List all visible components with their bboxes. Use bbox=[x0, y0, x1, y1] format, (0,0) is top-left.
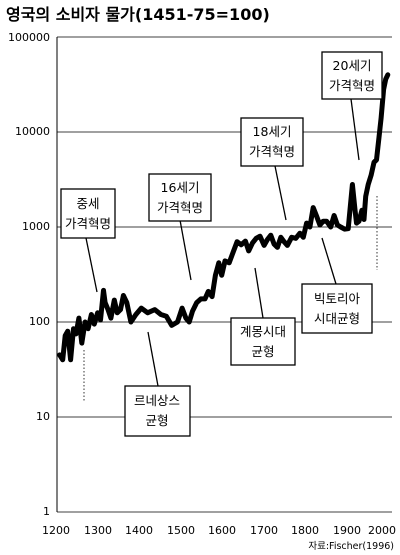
chart-source: 자료:Fischer(1996) bbox=[308, 541, 394, 552]
annotation-leaders bbox=[85, 98, 360, 387]
x-tick-label: 1400 bbox=[125, 524, 153, 537]
annotation-box bbox=[230, 317, 296, 366]
annotation-18c: 18세기 가격혁명 bbox=[240, 117, 304, 167]
annotation-box bbox=[321, 51, 383, 100]
annotation-box bbox=[301, 283, 373, 334]
annotation-text: 시대균형 bbox=[314, 311, 360, 326]
annotation-box bbox=[148, 173, 212, 222]
annotation-box bbox=[60, 188, 116, 239]
y-tick-label: 1 bbox=[43, 505, 50, 518]
annotation-renaissance: 르네상스 균형 bbox=[124, 385, 191, 437]
y-tick-label: 100000 bbox=[8, 31, 50, 44]
annotation-enlightenment: 계몽시대 균형 bbox=[230, 317, 296, 366]
x-tick-label: 1200 bbox=[42, 524, 70, 537]
leader-line bbox=[321, 237, 337, 285]
gridlines bbox=[57, 36, 392, 513]
annotation-text: 계몽시대 bbox=[240, 324, 286, 339]
x-tick-label: 1500 bbox=[167, 524, 195, 537]
x-tick-label: 1800 bbox=[291, 524, 319, 537]
annotation-20c: 20세기 가격혁명 bbox=[321, 51, 383, 100]
y-tick-label: 10 bbox=[36, 410, 50, 423]
x-tick-label: 2000 bbox=[368, 524, 396, 537]
annotation-text: 균형 bbox=[251, 344, 274, 359]
y-tick-label: 10000 bbox=[15, 125, 50, 138]
y-tick-label: 1000 bbox=[22, 220, 50, 233]
annotation-text: 르네상스 bbox=[134, 393, 180, 408]
x-tick-label: 1600 bbox=[208, 524, 236, 537]
annotation-victorian: 빅토리아 시대균형 bbox=[301, 283, 373, 334]
annotation-medieval: 중세 가격혁명 bbox=[60, 188, 116, 239]
y-axis-ticks: 100000 10000 1000 100 10 1 bbox=[8, 31, 50, 518]
leader-line bbox=[254, 267, 264, 319]
price-series-line bbox=[57, 72, 391, 363]
leader-line bbox=[85, 237, 98, 293]
annotation-text: 가격혁명 bbox=[65, 216, 111, 231]
annotation-text: 가격혁명 bbox=[249, 144, 295, 159]
annotation-text: 가격혁명 bbox=[329, 78, 375, 93]
x-axis-ticks: 1200 1300 1400 1500 1600 1700 1800 1900 … bbox=[42, 524, 396, 537]
x-tick-label: 1900 bbox=[333, 524, 361, 537]
x-tick-label: 1700 bbox=[250, 524, 278, 537]
x-tick-label: 1300 bbox=[84, 524, 112, 537]
annotation-box bbox=[240, 117, 304, 167]
annotation-text: 중세 bbox=[76, 196, 99, 211]
annotation-text: 20세기 bbox=[333, 58, 372, 73]
annotation-16c: 16세기 가격혁명 bbox=[148, 173, 212, 222]
leader-line bbox=[147, 331, 159, 387]
annotation-text: 빅토리아 bbox=[314, 291, 361, 306]
leader-line bbox=[274, 165, 287, 221]
annotation-text: 16세기 bbox=[161, 180, 200, 195]
annotation-text: 18세기 bbox=[253, 124, 292, 139]
y-tick-label: 100 bbox=[29, 315, 50, 328]
annotation-text: 가격혁명 bbox=[157, 200, 203, 215]
annotation-text: 균형 bbox=[145, 413, 168, 428]
annotation-box bbox=[124, 385, 191, 437]
leader-line bbox=[179, 219, 192, 281]
chart-title: 영국의 소비자 물가(1451-75=100) bbox=[6, 5, 270, 24]
leader-line bbox=[350, 98, 360, 161]
